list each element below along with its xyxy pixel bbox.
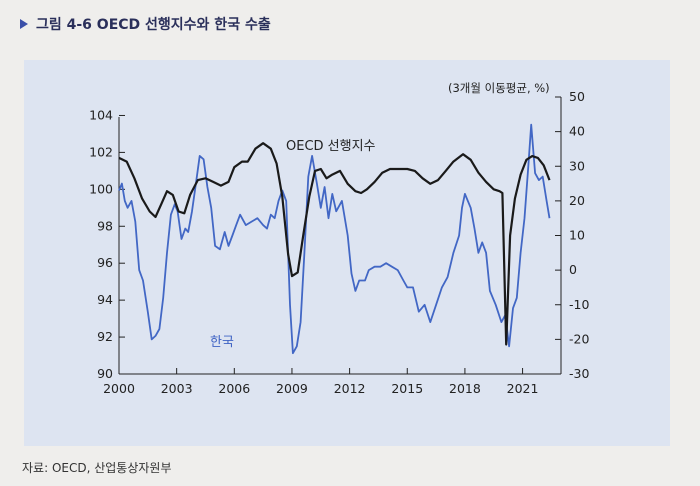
x-tick-label: 2003 bbox=[161, 381, 193, 396]
left-y-tick-label: 94 bbox=[97, 292, 113, 307]
right-y-tick-label: 0 bbox=[569, 262, 577, 277]
x-tick-label: 2009 bbox=[276, 381, 308, 396]
right-y-tick-label: -10 bbox=[569, 297, 589, 312]
left-y-tick-label: 96 bbox=[97, 255, 113, 270]
left-y-tick-label: 104 bbox=[89, 107, 113, 122]
x-tick-label: 2012 bbox=[334, 381, 366, 396]
right-y-tick-label: 30 bbox=[569, 158, 585, 173]
right-y-tick-label: 40 bbox=[569, 124, 585, 139]
figure-title-text: 그림 4-6 OECD 선행지수와 한국 수출 bbox=[36, 17, 271, 33]
left-y-ticks: 90 92 94 96 98 100 102 104 bbox=[89, 107, 125, 381]
source-note: 자료: OECD, 산업통상자원부 bbox=[22, 461, 172, 475]
series-layer bbox=[118, 123, 551, 355]
right-y-tick-label: 20 bbox=[569, 193, 585, 208]
series-line-korea bbox=[118, 123, 551, 355]
left-y-tick-label: 102 bbox=[89, 144, 113, 159]
x-tick-label: 2000 bbox=[103, 381, 135, 396]
series-label-korea: 한국 bbox=[210, 335, 234, 350]
right-y-tick-label: -30 bbox=[569, 366, 589, 381]
right-y-tick-label: 10 bbox=[569, 228, 585, 243]
left-y-tick-label: 100 bbox=[89, 181, 113, 196]
triangle-bullet-icon bbox=[20, 19, 28, 29]
x-tick-label: 2021 bbox=[507, 381, 539, 396]
left-y-tick-label: 92 bbox=[97, 329, 113, 344]
figure-title: 그림 4-6 OECD 선행지수와 한국 수출 bbox=[20, 14, 271, 34]
chart-panel bbox=[24, 60, 670, 446]
right-y-tick-label: -20 bbox=[569, 331, 589, 346]
x-tick-label: 2015 bbox=[391, 381, 423, 396]
x-tick-label: 2018 bbox=[449, 381, 481, 396]
series-line-oecd bbox=[118, 142, 551, 346]
x-ticks: 2000 2003 2006 2009 2012 2015 2018 2021 bbox=[103, 368, 538, 396]
right-axis-unit-label: (3개월 이동평균, %) bbox=[448, 81, 550, 95]
left-y-tick-label: 98 bbox=[97, 218, 113, 233]
left-y-tick-label: 90 bbox=[97, 366, 113, 381]
right-y-ticks: -30 -20 -10 0 10 20 30 40 50 bbox=[555, 89, 589, 381]
series-label-oecd: OECD 선행지수 bbox=[286, 138, 376, 154]
x-tick-label: 2006 bbox=[218, 381, 250, 396]
right-y-tick-label: 50 bbox=[569, 89, 585, 104]
